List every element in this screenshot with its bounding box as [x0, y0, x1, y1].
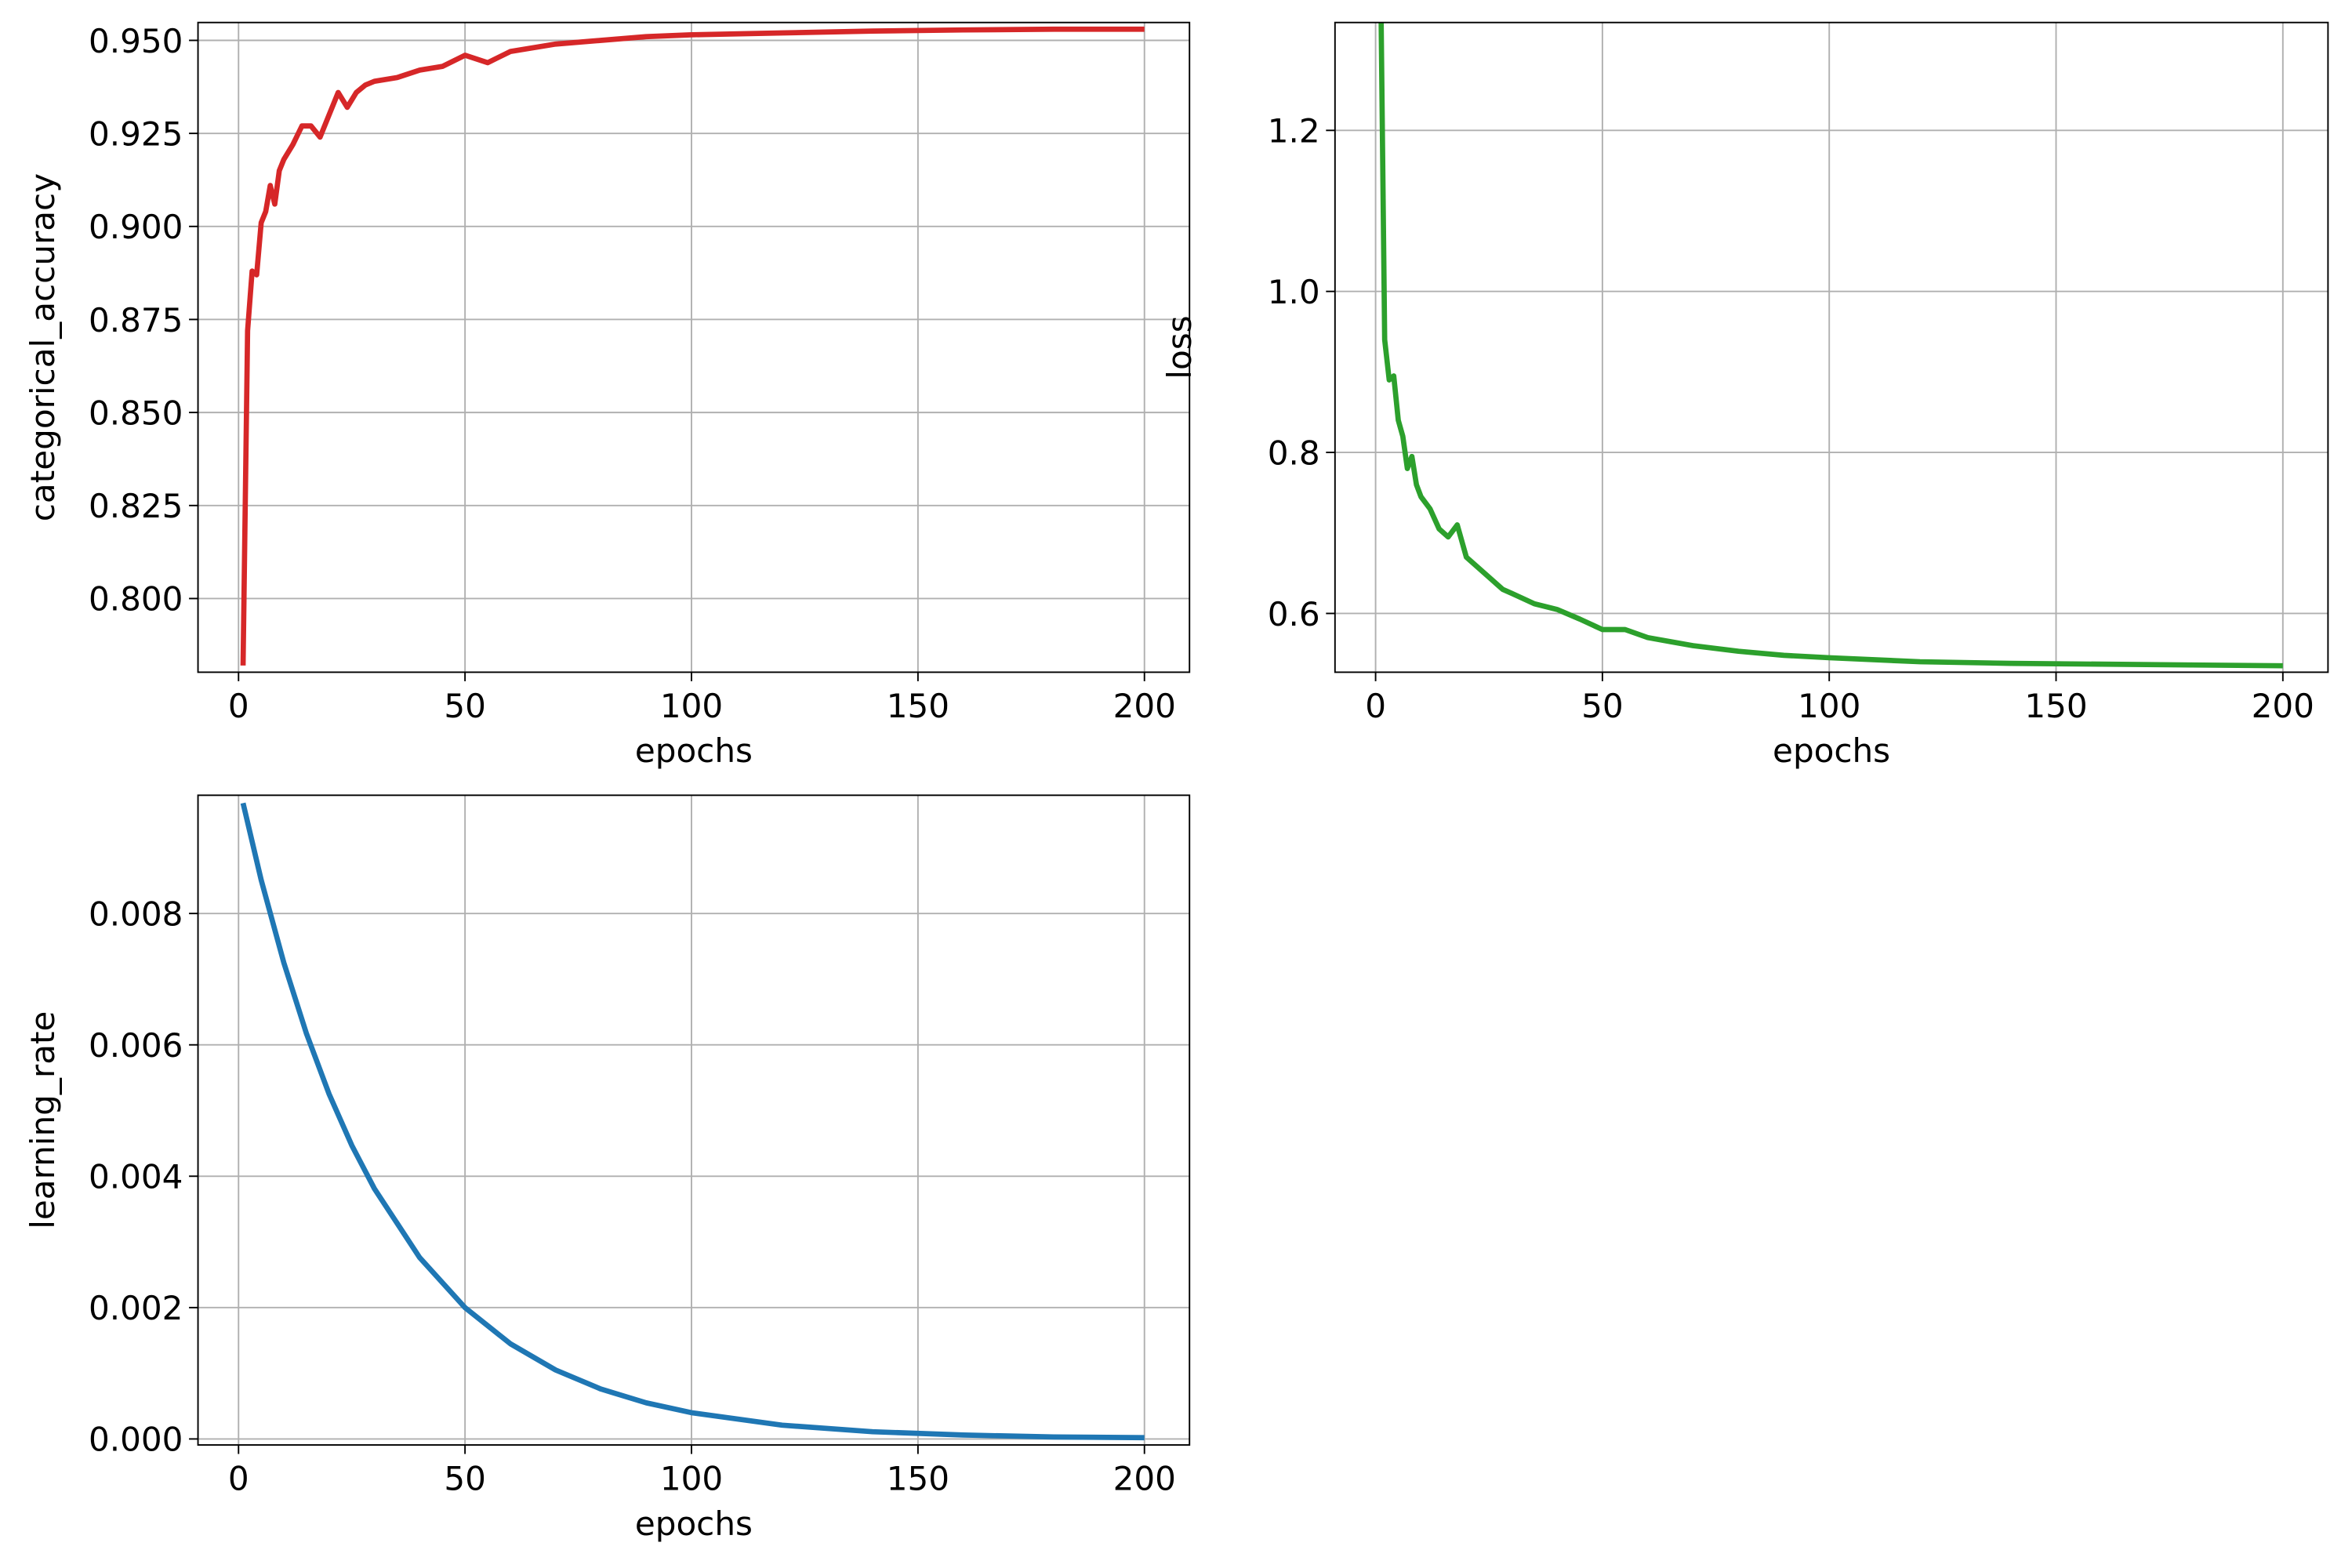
y-tick-label: 0.900	[89, 208, 183, 246]
x-axis-label: epochs	[635, 731, 753, 770]
x-tick-label: 0	[228, 687, 249, 725]
y-tick-label: 0.850	[89, 394, 183, 432]
y-tick-label: 1.2	[1268, 112, 1320, 151]
x-axis-label: epochs	[635, 1504, 753, 1543]
y-tick-label: 0.002	[89, 1289, 183, 1327]
y-axis-label: learning_rate	[24, 1011, 62, 1229]
y-tick-label: 0.875	[89, 301, 183, 339]
x-tick-label: 100	[660, 1459, 723, 1497]
subplot: 0 50 100 150 200 0.800 0.825 0.850 0.875 0.900 0.9…	[24, 21, 1191, 770]
y-tick-label: 0.008	[89, 895, 183, 933]
x-tick-label: 200	[1113, 687, 1176, 725]
subplot: 0 50 100 150 200 0.000 0.002 0.004 0.006 0.008 epo…	[24, 794, 1191, 1543]
y-tick-label: 1.0	[1268, 273, 1320, 311]
y-tick-label: 0.004	[89, 1158, 183, 1196]
y-tick-label: 0.925	[89, 114, 183, 153]
x-tick-label: 0	[228, 1459, 249, 1497]
x-tick-label: 100	[1798, 687, 1860, 725]
y-tick-label: 0.6	[1268, 595, 1320, 633]
y-tick-label: 0.8	[1268, 434, 1320, 472]
x-tick-label: 50	[1581, 687, 1624, 725]
x-axis-label: epochs	[1773, 731, 1890, 770]
data-line	[240, 26, 1145, 666]
data-line	[1378, 22, 2283, 669]
x-tick-label: 0	[1365, 687, 1386, 725]
x-tick-label: 150	[2024, 687, 2087, 725]
data-line	[240, 802, 1145, 1441]
subplot: 0 50 100 150 200 0.6 0.8 1.0 1.2 epochs loss	[1160, 21, 2329, 770]
y-axis-label: categorical_accuracy	[24, 173, 62, 521]
y-axis-label: loss	[1160, 315, 1199, 379]
y-tick-label: 0.800	[89, 580, 183, 619]
axes-frame	[197, 794, 1191, 1446]
x-tick-label: 200	[1113, 1459, 1176, 1497]
y-tick-label: 0.825	[89, 487, 183, 525]
x-tick-label: 100	[660, 687, 723, 725]
y-tick-label: 0.950	[89, 22, 183, 60]
x-tick-label: 150	[887, 1459, 949, 1497]
x-tick-label: 200	[2252, 687, 2314, 725]
x-tick-label: 150	[887, 687, 949, 725]
y-tick-label: 0.000	[89, 1421, 183, 1459]
axes-frame	[197, 21, 1191, 673]
y-tick-label: 0.006	[89, 1026, 183, 1065]
x-tick-label: 50	[444, 1459, 486, 1497]
x-tick-label: 50	[444, 687, 486, 725]
axes-frame	[1334, 21, 2329, 673]
